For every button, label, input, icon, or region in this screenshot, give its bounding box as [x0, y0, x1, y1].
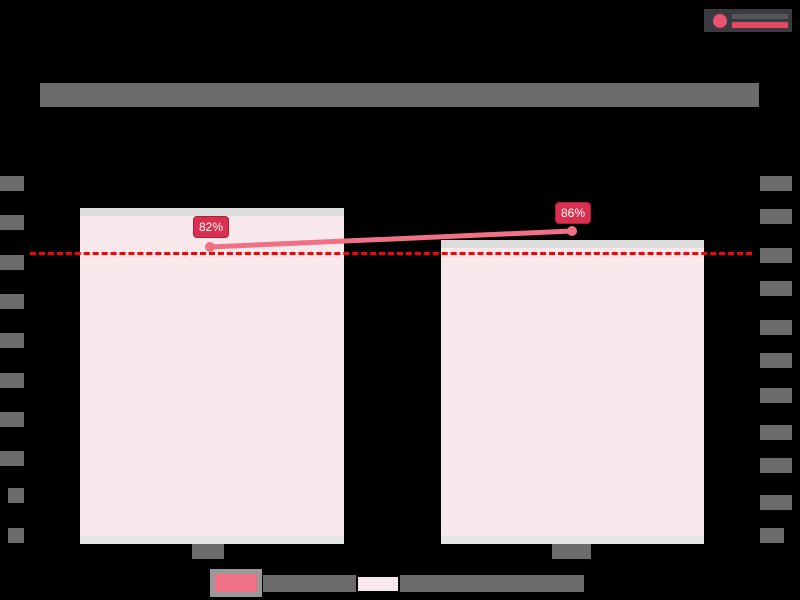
right-axis-tick: [760, 495, 792, 510]
legend-bar-swatch[interactable]: [357, 576, 399, 592]
legend-line-label[interactable]: [263, 575, 356, 592]
logo-text-bottom: [732, 22, 788, 28]
logo-mark-icon: [713, 14, 727, 28]
left-axis-tick: [8, 528, 24, 543]
left-axis-tick: [8, 488, 24, 503]
right-axis-tick: [760, 320, 792, 335]
right-axis-tick: [760, 425, 792, 440]
left-axis-tick: [0, 373, 24, 388]
x-axis-label: [192, 544, 224, 559]
bar-category-2[interactable]: [441, 240, 704, 544]
chart-title: [40, 83, 759, 107]
left-axis-tick: [0, 412, 24, 427]
left-axis-tick: [0, 451, 24, 466]
line-point[interactable]: [567, 226, 577, 236]
left-axis-tick: [0, 176, 24, 191]
left-axis-tick: [0, 215, 24, 230]
legend-bar-label[interactable]: [400, 575, 584, 592]
left-axis-tick: [0, 333, 24, 348]
x-axis-label: [552, 544, 591, 559]
bar-category-1[interactable]: [80, 208, 344, 544]
line-point[interactable]: [205, 242, 215, 252]
logo-text-top: [732, 14, 788, 19]
legend-line-swatch[interactable]: [210, 569, 262, 597]
right-axis-tick: [760, 281, 792, 296]
right-axis-tick: [760, 528, 784, 543]
data-label: 82%: [193, 216, 230, 238]
brand-logo: [704, 9, 792, 32]
left-axis-tick: [0, 255, 24, 270]
right-axis-tick: [760, 388, 792, 403]
right-axis-tick: [760, 458, 792, 473]
reference-line: [30, 252, 752, 255]
right-axis-tick: [760, 176, 792, 191]
right-axis-tick: [760, 248, 792, 263]
right-axis-tick: [760, 209, 792, 224]
left-axis-tick: [0, 294, 24, 309]
data-label: 86%: [555, 202, 592, 224]
right-axis-tick: [760, 353, 792, 368]
